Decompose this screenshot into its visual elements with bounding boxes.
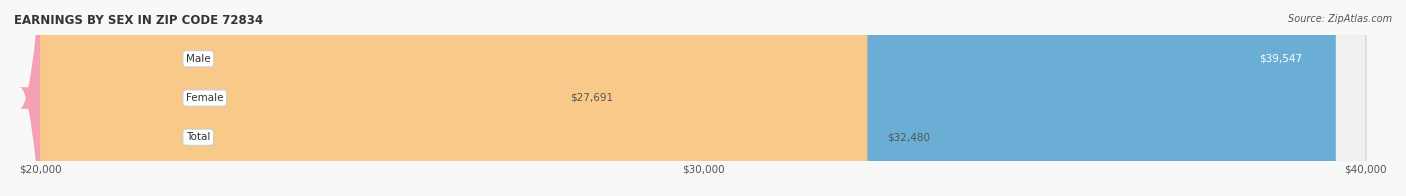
Text: Total: Total [186,132,211,142]
FancyBboxPatch shape [41,0,1365,196]
Text: EARNINGS BY SEX IN ZIP CODE 72834: EARNINGS BY SEX IN ZIP CODE 72834 [14,14,263,27]
Text: $39,547: $39,547 [1260,54,1303,64]
Text: Female: Female [186,93,224,103]
FancyBboxPatch shape [41,0,1365,196]
Text: Male: Male [186,54,211,64]
Text: Source: ZipAtlas.com: Source: ZipAtlas.com [1288,14,1392,24]
Text: $32,480: $32,480 [887,132,931,142]
FancyBboxPatch shape [20,0,571,196]
Text: $27,691: $27,691 [569,93,613,103]
FancyBboxPatch shape [41,0,1336,196]
FancyBboxPatch shape [41,0,1365,196]
FancyBboxPatch shape [41,0,868,196]
